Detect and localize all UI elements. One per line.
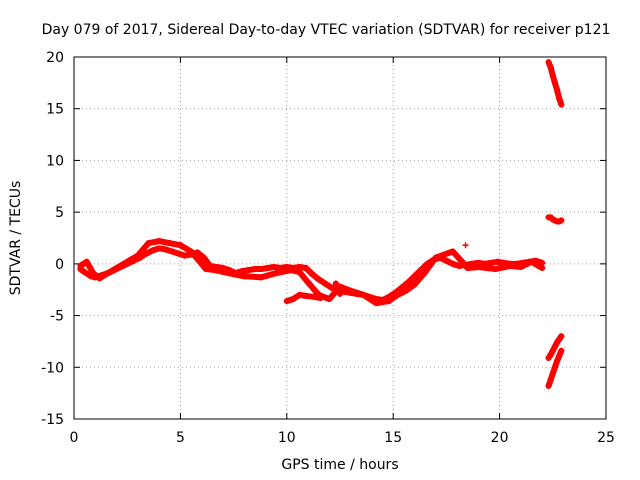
y-tick-label: 0	[55, 257, 64, 273]
data-band	[528, 258, 546, 271]
plot-area-border	[73, 56, 607, 420]
data-band	[449, 248, 471, 271]
x-axis-ticks: 0 5 10 15 20 25	[70, 57, 615, 446]
y-tick-label: -5	[50, 309, 64, 325]
data-point	[539, 264, 546, 271]
y-tick-label: -10	[41, 360, 64, 376]
data-point	[462, 242, 469, 249]
y-tick-label: 5	[55, 205, 64, 221]
chart-title: Day 079 of 2017, Sidereal Day-to-day VTE…	[42, 22, 611, 38]
data-band	[102, 258, 131, 278]
x-tick-label: 10	[278, 430, 296, 446]
y-tick-label: -15	[41, 412, 64, 428]
data-point	[337, 290, 343, 297]
grid-lines	[74, 57, 606, 419]
data-point	[317, 294, 324, 301]
data-point	[558, 333, 565, 340]
data-point	[558, 217, 565, 224]
data-band	[188, 248, 209, 273]
y-tick-label: 15	[46, 102, 64, 118]
y-tick-label: 20	[46, 50, 64, 66]
x-tick-label: 5	[176, 430, 185, 446]
data-point	[558, 101, 565, 108]
x-tick-label: 20	[491, 430, 509, 446]
y-tick-label: 10	[46, 153, 64, 169]
x-axis-label: GPS time / hours	[281, 457, 398, 473]
x-tick-label: 25	[597, 430, 615, 446]
y-axis-label: SDTVAR / TECUs	[8, 181, 24, 296]
y-axis-ticks: -15 -10 -5 0 5 10 15 20	[41, 50, 606, 428]
data-points	[77, 59, 565, 389]
data-point	[558, 347, 565, 354]
data-band	[211, 267, 237, 278]
x-tick-label: 0	[70, 430, 79, 446]
x-tick-label: 15	[384, 430, 402, 446]
